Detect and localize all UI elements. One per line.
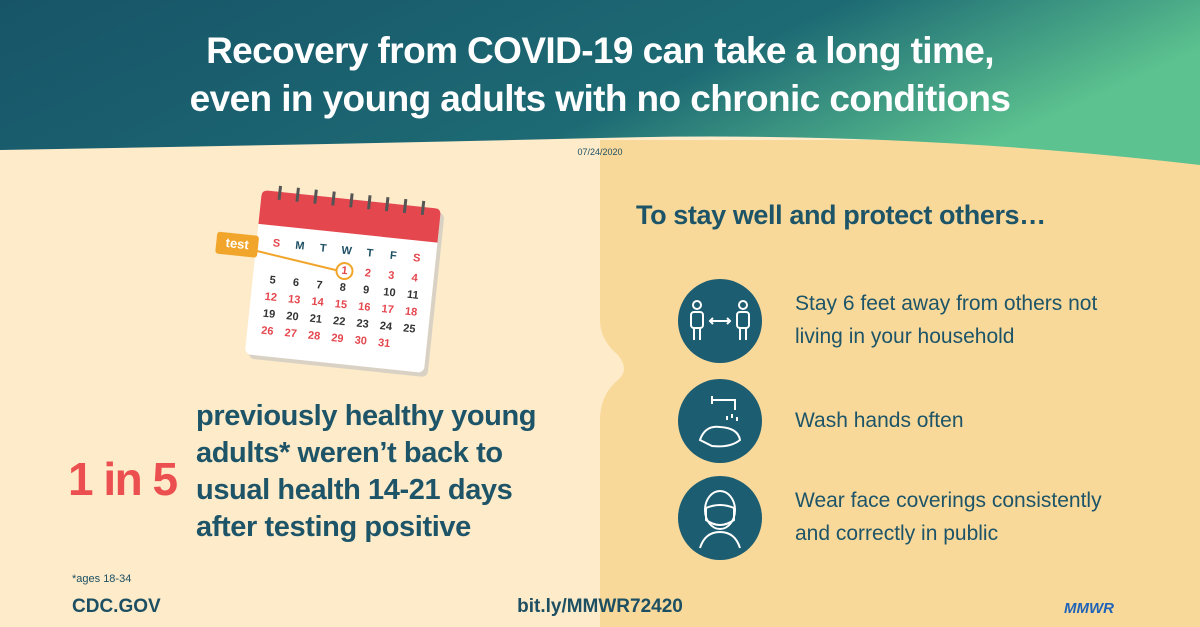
weekday: M: [295, 240, 305, 253]
date-number: 23: [356, 318, 369, 331]
advice-heading: To stay well and protect others…: [636, 200, 1046, 230]
date-number: 31: [377, 337, 390, 350]
stat-line: after testing positive: [196, 511, 471, 543]
footnote: *ages 18-34: [72, 573, 132, 585]
tip-line: Stay 6 feet away from others not: [795, 292, 1098, 315]
tip-line: Wear face coverings consistently: [795, 489, 1102, 512]
test-connector: [247, 247, 337, 272]
date-number: 9: [362, 284, 369, 297]
weekday: T: [366, 247, 374, 260]
date-number: 14: [311, 296, 325, 309]
weekday: W: [341, 245, 353, 258]
mask-icon: [678, 476, 762, 560]
date-number: 27: [284, 327, 297, 340]
brand: MMWR: [1064, 600, 1114, 617]
date-number: 17: [381, 303, 394, 316]
tip-line: living in your household: [795, 325, 1015, 348]
stat-line: adults* weren’t back to: [196, 437, 503, 469]
date-number: 5: [269, 274, 276, 287]
date-number: 2: [364, 267, 371, 280]
weekday: F: [389, 250, 397, 263]
date: 07/24/2020: [577, 147, 623, 157]
date-number: 7: [316, 279, 323, 292]
handwash-icon: [678, 379, 762, 463]
test-marker: [335, 262, 354, 281]
calendar-top: [258, 190, 441, 243]
date-number: 15: [334, 298, 347, 311]
stat-line: previously healthy young: [196, 400, 537, 432]
date-number: 26: [261, 325, 274, 338]
date-number: 8: [339, 282, 346, 295]
icons: [678, 279, 762, 560]
date-number: 11: [406, 289, 419, 302]
date-number: 29: [331, 332, 344, 345]
date-number: 4: [411, 272, 419, 285]
stat-highlight: 1 in 5: [68, 453, 178, 505]
weekday: S: [412, 252, 421, 265]
source: CDC.GOV: [72, 596, 161, 617]
date-number: 30: [354, 334, 367, 347]
tip-line: Wash hands often: [795, 408, 964, 432]
date-number: 22: [332, 315, 345, 328]
date-number: 18: [404, 306, 417, 319]
date-number: 25: [403, 322, 416, 335]
weekday: S: [272, 237, 281, 250]
test-tag: [215, 231, 259, 258]
stat-line: usual health 14-21 days: [196, 474, 513, 506]
date-number: 6: [292, 277, 299, 290]
header-band: [0, 0, 1200, 165]
date-number: 13: [287, 293, 300, 306]
date-number: 16: [358, 301, 371, 314]
date-number: 12: [264, 291, 277, 304]
title-line: Recovery from COVID-19 can take a long t…: [206, 30, 994, 71]
date-number: 28: [307, 330, 320, 343]
test-label: test: [225, 235, 250, 252]
date-number: 24: [379, 320, 393, 333]
date-number: 20: [286, 310, 299, 323]
title-line: even in young adults with no chronic con…: [189, 78, 1011, 119]
tip-line: and correctly in public: [795, 522, 999, 545]
date-number: 1: [341, 265, 348, 278]
weekday: T: [319, 242, 327, 255]
date-number: 10: [383, 286, 396, 299]
date-number: 21: [309, 313, 322, 326]
date-number: 19: [262, 308, 275, 321]
link: bit.ly/MMWR72420: [517, 596, 683, 617]
date-number: 3: [388, 270, 395, 283]
